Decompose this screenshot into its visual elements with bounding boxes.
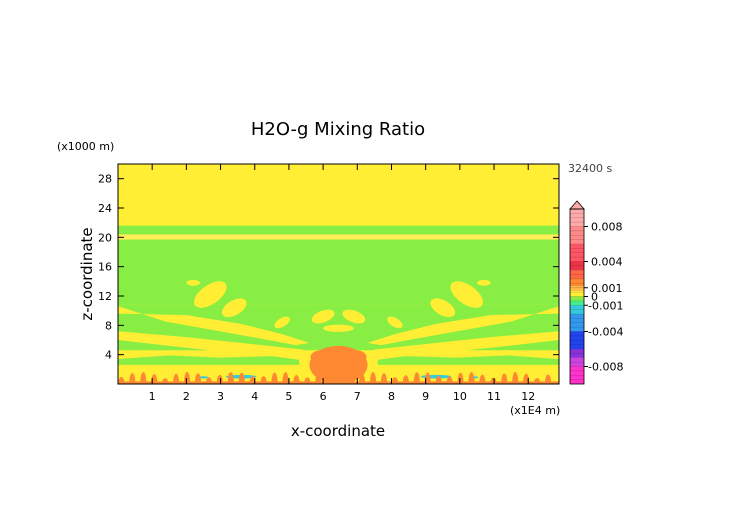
yellow-blob bbox=[186, 279, 201, 286]
x-tick-label: 8 bbox=[388, 390, 395, 403]
colorbar-segment bbox=[570, 296, 584, 301]
colorbar-label: 0.008 bbox=[591, 221, 623, 234]
surface-bump bbox=[271, 372, 278, 384]
y-tick-label: 8 bbox=[105, 319, 112, 332]
y-tick-label: 16 bbox=[98, 261, 112, 274]
surface-bump bbox=[380, 373, 388, 384]
colorbar-label: -0.008 bbox=[588, 361, 623, 374]
colorbar-segment bbox=[570, 357, 584, 367]
colorbar-segment bbox=[570, 286, 584, 292]
colorbar-segment bbox=[570, 300, 584, 306]
x-tick-label: 11 bbox=[487, 390, 501, 403]
y-unit-label: (x1000 m) bbox=[57, 140, 114, 153]
colorbar-segment bbox=[570, 244, 584, 262]
chart-title: H2O-g Mixing Ratio bbox=[251, 119, 425, 140]
colorbar-label: -0.001 bbox=[588, 299, 623, 312]
x-tick-label: 2 bbox=[183, 390, 190, 403]
colorbar-segment bbox=[570, 331, 584, 349]
orange-plume-lobe bbox=[344, 350, 367, 364]
yellow-blob bbox=[342, 309, 366, 324]
x-axis: 1 2 3 4 5 6 7 8 9 10 11 12 bbox=[149, 164, 535, 403]
yellow-blob bbox=[430, 298, 456, 318]
x-tick-label: 7 bbox=[354, 390, 361, 403]
surface-bump bbox=[468, 372, 475, 384]
yellow-blob bbox=[193, 281, 227, 308]
colorbar-segment bbox=[570, 349, 584, 358]
surface-bump bbox=[183, 371, 191, 384]
surface-bump bbox=[369, 371, 377, 384]
yellow-lower-left bbox=[118, 331, 307, 355]
y-tick-label: 20 bbox=[98, 231, 112, 244]
x-tick-label: 10 bbox=[453, 390, 467, 403]
y-tick-label: 28 bbox=[98, 173, 112, 186]
x-unit-label: (x1E4 m) bbox=[510, 404, 560, 417]
orange-plume-lobe bbox=[310, 350, 333, 364]
surface-bump bbox=[424, 372, 431, 384]
surface-bump bbox=[512, 371, 519, 384]
y-tick-label: 12 bbox=[98, 290, 112, 303]
x-tick-label: 12 bbox=[521, 390, 535, 403]
yellow-blob bbox=[323, 324, 354, 332]
colorbar-segment bbox=[570, 279, 584, 286]
yellow-blob bbox=[221, 298, 247, 318]
surface-bump bbox=[129, 373, 136, 384]
colorbar-segment bbox=[570, 314, 584, 332]
contour-regions bbox=[118, 225, 559, 384]
colorbar-segment bbox=[570, 270, 584, 279]
surface-bump bbox=[140, 371, 147, 384]
surface-bump bbox=[194, 373, 202, 384]
surface-bump bbox=[282, 372, 289, 384]
green-low-left bbox=[118, 355, 300, 365]
yellow-lower-right bbox=[370, 331, 559, 355]
y-axis-label: z-coordinate bbox=[78, 227, 96, 320]
colorbar-label: 0.004 bbox=[591, 256, 623, 269]
colorbar-segment bbox=[570, 261, 584, 271]
x-tick-label: 9 bbox=[422, 390, 429, 403]
surface-bump bbox=[227, 372, 234, 384]
surface-bump bbox=[413, 372, 420, 384]
time-label: 32400 s bbox=[568, 162, 612, 175]
y-axis: 4 8 12 16 20 24 28 bbox=[98, 173, 559, 362]
surface-bump bbox=[457, 372, 464, 384]
surface-bump bbox=[523, 373, 530, 384]
x-tick-label: 6 bbox=[320, 390, 327, 403]
yellow-arch-right bbox=[367, 306, 559, 346]
surface-bump bbox=[501, 373, 508, 384]
yellow-arch-left bbox=[118, 306, 310, 346]
yellow-blob bbox=[476, 279, 491, 286]
colorbar-segment bbox=[570, 305, 584, 314]
surface-bump bbox=[326, 371, 333, 384]
colorbar-label: 0.001 bbox=[591, 282, 623, 295]
plot-area bbox=[118, 164, 559, 384]
x-tick-label: 5 bbox=[285, 390, 292, 403]
thin-yellow-stripe bbox=[118, 234, 559, 240]
cyan-streak bbox=[198, 376, 209, 379]
colorbar-segment bbox=[570, 291, 584, 297]
colorbar-label: 0 bbox=[591, 291, 598, 304]
colorbar-label: -0.004 bbox=[588, 326, 623, 339]
y-tick-label: 24 bbox=[98, 202, 112, 215]
plot-frame bbox=[117, 163, 560, 385]
yellow-blob bbox=[274, 316, 290, 329]
x-tick-label: 4 bbox=[251, 390, 258, 403]
x-axis-label: x-coordinate bbox=[291, 422, 385, 440]
surface-bump bbox=[238, 372, 245, 384]
colorbar-segment bbox=[570, 209, 584, 227]
yellow-blob bbox=[387, 316, 403, 329]
yellow-blob bbox=[311, 309, 335, 324]
surface-bump bbox=[315, 373, 322, 384]
y-tick-label: 4 bbox=[105, 349, 112, 362]
colorbar-arrow bbox=[569, 200, 585, 210]
colorbar-segment bbox=[570, 366, 584, 384]
colorbar-segment bbox=[570, 226, 584, 244]
x-tick-label: 1 bbox=[149, 390, 156, 403]
x-tick-label: 3 bbox=[217, 390, 224, 403]
surface-layer bbox=[118, 381, 559, 384]
green-low-right bbox=[377, 355, 559, 365]
yellow-blob bbox=[450, 281, 484, 308]
